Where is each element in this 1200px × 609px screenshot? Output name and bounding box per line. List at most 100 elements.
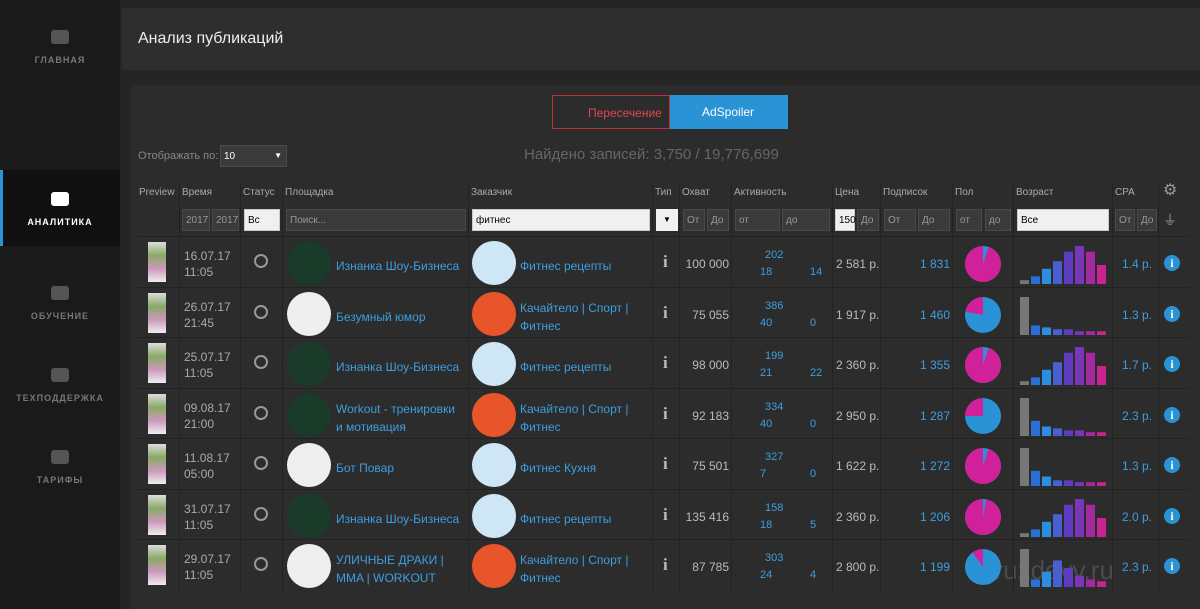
preview-thumb[interactable]	[148, 545, 166, 585]
reach: 98 000	[692, 358, 729, 372]
platform-avatar[interactable]	[287, 291, 331, 336]
filter-text: Вс	[248, 215, 260, 226]
page-title: Анализ публикаций	[138, 30, 284, 47]
platform-name[interactable]: Безумный юмор	[336, 309, 426, 324]
customer-name[interactable]: Качайтело | Спорт | Фитнес	[520, 553, 629, 585]
customer-name[interactable]: Фитнес рецепты	[520, 259, 612, 273]
filter-input[interactable]: от	[735, 209, 780, 231]
customer-name[interactable]: Качайтело | Спорт | Фитнес	[520, 401, 629, 434]
filter-input[interactable]: фитнес	[472, 209, 650, 231]
preview-thumb[interactable]	[148, 242, 166, 282]
filter-input[interactable]: До	[857, 209, 879, 231]
status-clock	[254, 557, 268, 571]
age-bar	[1031, 377, 1040, 385]
age-bar	[1053, 560, 1062, 587]
customer-name[interactable]: Качайтело | Спорт | Фитнес	[520, 300, 629, 333]
column-header: Preview	[139, 187, 175, 198]
age-bar	[1086, 579, 1095, 587]
filter-text: Поиск...	[290, 215, 327, 226]
platform-name[interactable]: Изнанка Шоу-Бизнеса	[336, 259, 460, 273]
per-page-select[interactable]: 10 ▼	[220, 145, 287, 167]
platform-avatar[interactable]	[287, 342, 331, 386]
preview-thumb[interactable]	[148, 444, 166, 484]
post-time: 05:00	[184, 467, 215, 481]
filter-input[interactable]: 2017	[182, 209, 210, 231]
platform-name[interactable]: УЛИЧНЫЕ ДРАКИ | MMA | WORKOUT	[336, 553, 444, 585]
filter-text: 2017	[186, 215, 209, 226]
info-button[interactable]: i	[1164, 406, 1180, 423]
info-button[interactable]: i	[1164, 507, 1180, 524]
filter-input[interactable]: До	[918, 209, 950, 231]
platform-name[interactable]: Бот Повар	[336, 461, 395, 475]
filter-input[interactable]: от	[956, 209, 982, 231]
sidebar-label[interactable]: ТЕХПОДДЕРЖКА	[16, 393, 104, 403]
info-button[interactable]: i	[1164, 558, 1180, 574]
platform-avatar[interactable]	[287, 443, 331, 487]
filter-input[interactable]: Вс	[244, 209, 280, 231]
age-bars	[1020, 347, 1106, 385]
filter-clear-icon[interactable]: ⏚	[1163, 212, 1177, 228]
toggle-option[interactable]: Пересечение	[552, 95, 670, 129]
customer-avatar[interactable]	[472, 291, 516, 336]
status-clock	[254, 304, 268, 319]
column-sep	[652, 182, 653, 592]
filter-select[interactable]: ▼	[656, 209, 678, 231]
age-bar	[1075, 246, 1084, 284]
comments: 14	[810, 266, 823, 278]
customer-avatar[interactable]	[472, 544, 516, 588]
sidebar-label[interactable]: ГЛАВНАЯ	[34, 55, 86, 65]
platform-avatar[interactable]	[287, 241, 331, 285]
filter-text: От	[687, 215, 700, 226]
filter-input[interactable]: до	[782, 209, 830, 231]
filter-input[interactable]: до	[985, 209, 1011, 231]
platform-name[interactable]: Workout - тренировки и мотивация	[336, 401, 455, 434]
filter-input[interactable]: Поиск...	[286, 209, 466, 231]
sidebar-label[interactable]: ТАРИФЫ	[36, 475, 84, 485]
pie-female	[965, 347, 1001, 383]
sidebar-label[interactable]: ОБУЧЕНИЕ	[30, 311, 90, 321]
info-button[interactable]: i	[1164, 356, 1180, 372]
age-bar	[1020, 448, 1029, 486]
pie-female	[972, 549, 983, 567]
filter-input[interactable]: От	[1115, 209, 1135, 231]
filter-input[interactable]: От	[683, 209, 705, 231]
age-bars	[1020, 296, 1106, 335]
platform-avatar[interactable]	[287, 493, 331, 538]
customer-name[interactable]: Фитнес Кухня	[520, 461, 597, 475]
row-sep	[137, 539, 1190, 540]
age-bar	[1075, 498, 1084, 537]
filter-input[interactable]: До	[1137, 209, 1157, 231]
preview-thumb[interactable]	[148, 343, 166, 383]
customer-avatar[interactable]	[472, 342, 516, 386]
filter-input[interactable]: Все	[1017, 209, 1109, 231]
age-bar	[1042, 521, 1051, 537]
info-button[interactable]: i	[1164, 255, 1180, 271]
gender-pie	[965, 397, 1001, 434]
customer-avatar[interactable]	[472, 493, 516, 538]
platform-name[interactable]: Изнанка Шоу-Бизнеса	[336, 511, 460, 526]
info-button[interactable]: i	[1164, 305, 1180, 322]
platform-avatar[interactable]	[287, 392, 331, 437]
preview-thumb[interactable]	[148, 494, 166, 535]
sidebar-label[interactable]: АНАЛИТИКА	[27, 217, 93, 227]
filter-input[interactable]: От	[884, 209, 916, 231]
customer-name[interactable]: Фитнес рецепты	[520, 360, 612, 374]
preview-thumb[interactable]	[148, 292, 166, 333]
filter-input[interactable]: 2017	[212, 209, 239, 231]
platform-name[interactable]: Изнанка Шоу-Бизнеса	[336, 360, 460, 374]
preview-thumb[interactable]	[148, 393, 166, 434]
customer-avatar[interactable]	[472, 241, 516, 285]
comments: 4	[810, 569, 817, 581]
price: 2 360 р.	[836, 358, 880, 372]
platform-avatar[interactable]	[287, 544, 331, 588]
cpa: 1.4 р.	[1122, 257, 1153, 271]
info-button[interactable]: i	[1164, 457, 1180, 473]
filter-input[interactable]: До	[707, 209, 729, 231]
toggle-option[interactable]: AdSpoiler	[670, 95, 788, 129]
customer-avatar[interactable]	[472, 443, 516, 487]
age-bar	[1097, 482, 1106, 486]
customer-name[interactable]: Фитнес рецепты	[520, 511, 612, 526]
settings-icon[interactable]: ⚙	[1163, 182, 1178, 199]
filter-input[interactable]: 150	[835, 209, 856, 231]
customer-avatar[interactable]	[472, 392, 516, 437]
